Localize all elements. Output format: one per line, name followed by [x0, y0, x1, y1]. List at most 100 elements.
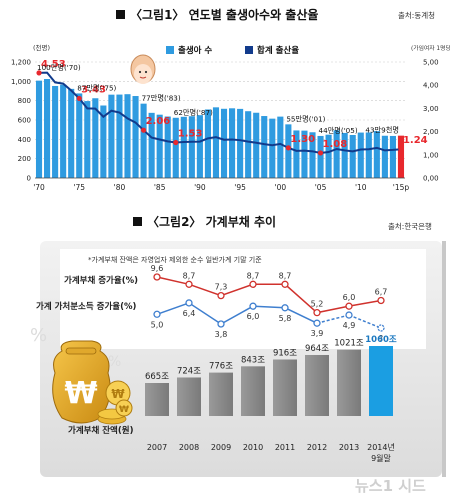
births-label-1975: 87만명('75) [77, 83, 116, 92]
x-label: 2011 [275, 443, 295, 452]
fertility-line [38, 71, 402, 154]
bar-1997 [253, 112, 260, 178]
chart1-bars [35, 79, 405, 178]
debt-growth-marker [313, 309, 321, 317]
bar-1981 [124, 94, 131, 178]
x-tick-label: '05 [315, 183, 327, 192]
bar-1980 [116, 94, 123, 178]
births-label-1970: 100만명('70) [37, 63, 81, 72]
births-label-2001: 55만명('01) [286, 114, 325, 123]
svg-text:₩: ₩ [119, 405, 129, 415]
right-tick-label: 5,00 [423, 59, 439, 67]
x-tick-label: '00 [275, 183, 287, 192]
debt-growth-label: 8,7 [279, 271, 292, 280]
income-growth-marker [217, 320, 225, 328]
chart1-legend: 출생아 수 합계 출산율 [166, 45, 299, 56]
chart2-title: 〈그림2〉 가계부채 추이 [133, 213, 276, 230]
x-label: 2009 [211, 443, 231, 452]
bar-1988 [180, 116, 187, 178]
legend-births-label: 출생아 수 [178, 45, 212, 56]
fertility-marker-2001 [285, 145, 291, 151]
fertility-marker-1983 [140, 127, 147, 133]
x-tick-label: '70 [33, 183, 45, 192]
chart1-axes: (천명) 0 200 400 600 800 1,000 1,200 (가임여자 1명당 명) 0… [11, 43, 450, 192]
left-tick-label: 600 [18, 117, 31, 125]
left-tick-label: 1,200 [11, 59, 31, 67]
x-tick-label: '85 [154, 183, 166, 192]
x-label: 2014년 9월말 [367, 442, 395, 463]
x-label: 2013 [339, 443, 359, 452]
bar-2013 [381, 135, 388, 178]
fertility-marker-2015 [398, 146, 404, 152]
title-square-icon [116, 10, 125, 19]
bar-1979 [108, 94, 115, 178]
chart2-inner-panel [60, 249, 426, 349]
fertility-label-2015: 1.24 [403, 135, 428, 146]
debt-growth-marker [345, 302, 353, 310]
chart1-source: 출처:동계청 [398, 11, 436, 20]
legend-births-swatch [166, 46, 174, 54]
fertility-marker-1987 [173, 139, 179, 146]
x-label-line: 9월말 [371, 453, 391, 463]
bar-2004 [309, 132, 316, 178]
income-growth-label: 3,9 [311, 329, 324, 338]
income-growth-line [156, 302, 318, 325]
left-tick-label: 800 [18, 97, 31, 105]
income-growth-label: 6,0 [247, 312, 260, 321]
income-growth-marker [313, 319, 321, 327]
debt-growth-label: 9,6 [151, 264, 164, 273]
debt-value-label: 724조 [177, 366, 201, 376]
income-growth-marker [345, 311, 353, 319]
bar-1990 [196, 115, 203, 178]
income-growth-label: ? [379, 334, 383, 343]
bar-2002 [293, 130, 300, 178]
debt-value-label: 843조 [241, 355, 265, 365]
bar-1987 [172, 117, 179, 178]
right-tick-label: 1,00 [423, 151, 439, 159]
bar-2005 [317, 135, 324, 178]
debt-growth-marker [249, 280, 257, 288]
income-growth-label: 5,8 [279, 314, 292, 323]
fertility-label-2001: 1.30 [290, 134, 315, 145]
debt-value-label: 964조 [305, 344, 329, 354]
income-growth-label: 4,9 [343, 321, 356, 330]
bar-1994 [229, 108, 236, 178]
x-tick-label: '75 [73, 183, 85, 192]
income-growth-marker [185, 299, 193, 307]
x-tick-label: '15p [393, 183, 410, 192]
left-tick-label: 0 [27, 175, 31, 183]
svg-text:₩: ₩ [111, 387, 125, 401]
debt-bar-2008 [177, 377, 201, 416]
money-bag-coins-icon: ₩ ₩ ₩ % % [30, 325, 133, 425]
bar-2007 [333, 130, 340, 178]
bar-2006 [325, 134, 332, 178]
debt-bar-2009 [209, 372, 233, 416]
right-tick-label: 2,00 [423, 128, 439, 136]
bar-2011 [365, 132, 372, 178]
debt-growth-marker [185, 280, 193, 288]
debt-growth-label: 8,7 [183, 271, 196, 280]
bar-2014 [389, 135, 396, 178]
bar-1983 [140, 103, 147, 178]
left-tick-label: 400 [18, 136, 31, 144]
births-fertility-chart: (천명) 0 200 400 600 800 1,000 1,200 (가임여자 1명당 명) 0… [11, 43, 450, 192]
right-tick-label: 4,00 [423, 82, 439, 90]
bar-2008 [341, 132, 348, 178]
chart2-right-accent [442, 241, 446, 477]
fertility-label-1970: 4.53 [41, 59, 66, 70]
x-tick-label: '90 [194, 183, 206, 192]
debt-bar-2013 [337, 349, 361, 416]
debt-growth-series-label: 가계부채 증가율(%) [64, 275, 138, 286]
bar-1998 [261, 116, 268, 178]
left-axis-unit: (천명) [33, 43, 50, 52]
debt-growth-marker [377, 296, 385, 305]
bar-1978 [100, 105, 107, 178]
debt-growth-label: 5,2 [311, 300, 324, 309]
chart1-title: 〈그림1〉 연도별 출생아수와 출산율 [116, 6, 318, 23]
income-growth-marker [249, 302, 257, 310]
bar-1989 [188, 116, 195, 178]
x-label: 2012 [307, 443, 327, 452]
chart2-source: 출처:한국은행 [388, 222, 432, 231]
x-tick-label: '95 [234, 183, 246, 192]
debt-growth-label: 6,0 [343, 293, 356, 302]
